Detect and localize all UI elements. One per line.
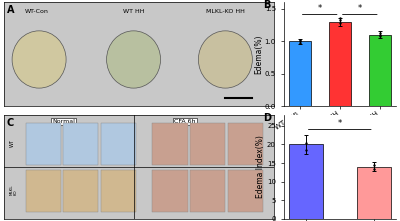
Text: C: C <box>7 118 14 128</box>
Text: *: * <box>338 119 342 128</box>
Point <box>296 40 303 43</box>
Point <box>377 33 383 36</box>
Point <box>377 34 383 38</box>
Text: Normal: Normal <box>52 119 75 124</box>
Ellipse shape <box>198 31 252 88</box>
Point <box>371 167 377 170</box>
Bar <box>26 123 61 165</box>
Text: *: * <box>318 4 322 13</box>
Text: MLKL-KO HH: MLKL-KO HH <box>206 10 245 15</box>
Bar <box>357 167 391 219</box>
Ellipse shape <box>12 31 66 88</box>
Y-axis label: Edema(%): Edema(%) <box>254 34 263 74</box>
Text: WT HH: WT HH <box>123 10 144 15</box>
Bar <box>152 170 188 211</box>
Bar <box>228 170 263 211</box>
Bar <box>101 170 136 211</box>
Bar <box>228 123 263 165</box>
Bar <box>26 170 61 211</box>
Text: *: * <box>358 4 362 13</box>
Bar <box>63 170 98 211</box>
Bar <box>152 123 188 165</box>
Text: D: D <box>263 112 271 123</box>
Point <box>371 163 377 167</box>
Point <box>302 141 309 144</box>
Text: WT: WT <box>9 139 14 147</box>
Point <box>296 41 303 44</box>
Bar <box>329 22 351 106</box>
Point <box>336 21 343 25</box>
Bar <box>101 123 136 165</box>
Text: B: B <box>263 0 271 10</box>
Point <box>302 148 309 152</box>
Bar <box>289 41 311 106</box>
Text: WT-Con: WT-Con <box>24 10 48 15</box>
Y-axis label: Edema Index(%): Edema Index(%) <box>256 135 266 198</box>
Bar <box>63 123 98 165</box>
Bar <box>190 170 225 211</box>
Bar <box>289 144 323 219</box>
Text: A: A <box>7 5 14 15</box>
Bar <box>369 35 391 106</box>
Text: MLKL
KO: MLKL KO <box>9 184 18 195</box>
Ellipse shape <box>106 31 160 88</box>
Point <box>336 19 343 22</box>
Bar <box>190 123 225 165</box>
Point <box>377 32 383 35</box>
Text: CFA 6h: CFA 6h <box>174 119 196 124</box>
Point <box>296 38 303 42</box>
Point <box>336 17 343 20</box>
